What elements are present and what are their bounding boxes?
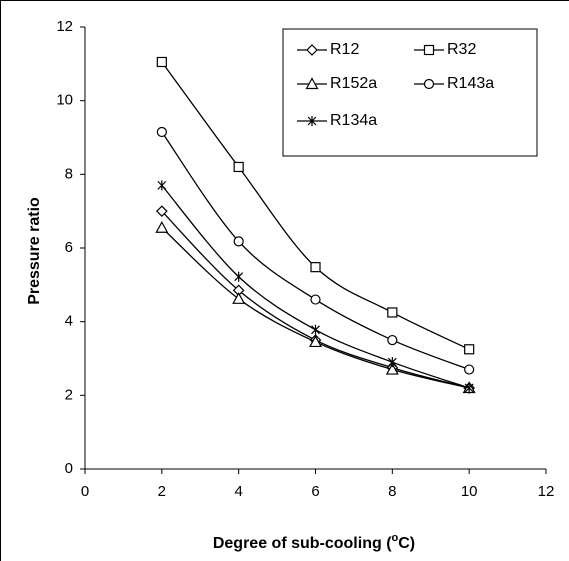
data-point-r134a xyxy=(464,382,474,393)
series-layer xyxy=(155,56,476,394)
y-tick-label: 8 xyxy=(65,165,73,182)
data-point-r152a xyxy=(385,362,399,375)
data-point-r134a xyxy=(157,180,167,191)
series-r134a xyxy=(157,180,474,393)
series-line-r32 xyxy=(161,61,470,350)
y-tick-label: 2 xyxy=(65,386,73,403)
legend: R12 R32 R152a R143a R134a xyxy=(282,28,538,157)
data-point-r32 xyxy=(464,344,475,355)
data-point-r12 xyxy=(155,205,168,218)
x-tick-label: 2 xyxy=(158,483,166,500)
x-tick-label: 12 xyxy=(538,483,555,500)
data-point-r134a xyxy=(311,324,320,335)
data-point-r32 xyxy=(156,56,167,68)
legend-marker-r152a xyxy=(305,77,319,90)
data-point-r152a xyxy=(232,292,246,304)
y-axis-title: Pressure ratio xyxy=(26,197,43,305)
data-point-r32 xyxy=(233,161,244,173)
series-line-r152a xyxy=(161,227,470,389)
data-point-r152a xyxy=(308,335,323,348)
series-r152a xyxy=(155,220,476,394)
legend-label-r32: R32 xyxy=(447,41,476,58)
data-point-r152a xyxy=(155,220,169,233)
legend-label-r143a: R143a xyxy=(447,75,494,92)
legend-box xyxy=(282,28,538,157)
x-axis-title: Degree of sub-cooling (oC) xyxy=(213,532,415,552)
data-point-r32 xyxy=(310,262,321,273)
y-tick-label: 12 xyxy=(56,18,73,35)
x-tick-label: 0 xyxy=(81,483,89,500)
data-point-r134a xyxy=(234,271,244,282)
data-point-r134a xyxy=(387,357,397,368)
legend-marker-r12 xyxy=(306,44,318,56)
x-tick-label: 6 xyxy=(311,483,319,500)
y-tick-label: 6 xyxy=(65,239,73,256)
series-r32 xyxy=(156,56,475,355)
series-line-r134a xyxy=(161,184,470,389)
x-tick-label: 8 xyxy=(388,483,396,500)
data-point-r143a xyxy=(310,294,321,305)
series-r143a xyxy=(156,126,475,375)
y-tick-label: 4 xyxy=(65,313,73,330)
x-tick-label: 10 xyxy=(461,483,478,500)
legend-label-r12: R12 xyxy=(330,41,359,58)
legend-marker-r143a xyxy=(423,78,435,90)
axes: 0 2 4 6 8 10 12 0 2 4 6 8 10 12 xyxy=(56,18,554,500)
data-point-r143a xyxy=(387,334,398,346)
y-tick-label: 0 xyxy=(65,460,73,477)
legend-marker-r134a xyxy=(307,116,317,126)
data-point-r143a xyxy=(156,126,167,138)
y-tick-label: 10 xyxy=(56,92,73,109)
legend-label-r152a: R152a xyxy=(330,75,377,92)
data-point-r143a xyxy=(233,236,244,247)
legend-marker-r32 xyxy=(423,44,435,56)
legend-label-r134a: R134a xyxy=(330,112,377,129)
data-point-r143a xyxy=(464,364,475,375)
data-point-r32 xyxy=(387,307,398,318)
x-tick-label: 4 xyxy=(234,483,242,500)
